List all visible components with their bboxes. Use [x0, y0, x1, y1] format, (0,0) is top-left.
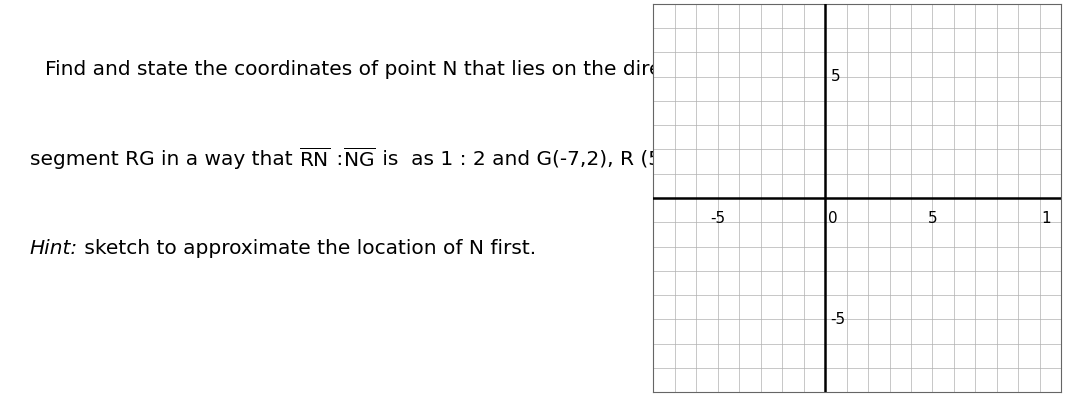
Text: segment RG in a way that: segment RG in a way that: [30, 150, 299, 169]
Text: -5: -5: [711, 211, 726, 227]
Text: is  as 1 : 2 and G(-7,2), R (5,-4).: is as 1 : 2 and G(-7,2), R (5,-4).: [375, 150, 701, 169]
Text: 5: 5: [831, 69, 840, 84]
Text: $\overline{\mathregular{NG}}$: $\overline{\mathregular{NG}}$: [343, 147, 375, 171]
Text: 5: 5: [927, 211, 937, 227]
Text: 0: 0: [829, 211, 838, 227]
Text: Hint:: Hint:: [30, 239, 78, 258]
Text: $\overline{\mathregular{RN}}$: $\overline{\mathregular{RN}}$: [299, 147, 330, 171]
Text: 1: 1: [1041, 211, 1051, 227]
Text: Find and state the coordinates of point N that lies on the directed: Find and state the coordinates of point …: [45, 61, 706, 80]
Text: :: :: [330, 150, 343, 169]
Text: -5: -5: [831, 312, 846, 327]
Text: sketch to approximate the location of N first.: sketch to approximate the location of N …: [78, 239, 536, 258]
